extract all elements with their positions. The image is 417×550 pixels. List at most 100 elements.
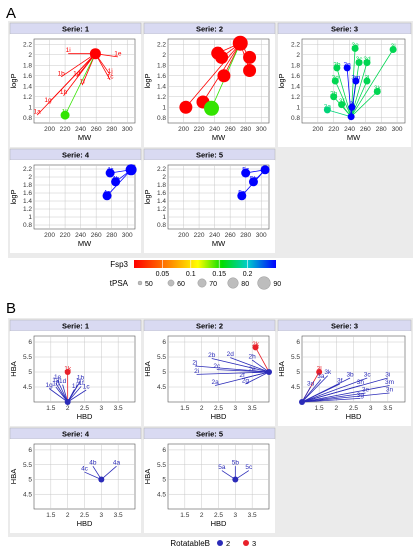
y-tick-label: 1.6 bbox=[157, 190, 166, 197]
connector-line bbox=[196, 371, 270, 375]
connector-line bbox=[334, 80, 352, 117]
point-label: 1e bbox=[114, 50, 122, 57]
y-tick-label: 2.2 bbox=[157, 166, 166, 173]
tpsa-legend-items: 50 60 70 80 90 bbox=[137, 276, 281, 290]
point-label: 2k bbox=[252, 341, 260, 348]
y-tick-label: 5 bbox=[296, 369, 300, 376]
fsp3-tick-label: 0.05 bbox=[156, 271, 170, 278]
connector-line bbox=[64, 53, 96, 116]
rotatable-legend-title: RotatableB bbox=[170, 539, 210, 548]
y-tick-label: 0.8 bbox=[23, 115, 32, 122]
point-label: 4c bbox=[81, 466, 89, 473]
x-tick-label: 1.5 bbox=[180, 512, 189, 519]
point-3g bbox=[331, 77, 339, 85]
point-label: 4b bbox=[112, 175, 120, 182]
y-tick-label: 4.5 bbox=[157, 491, 166, 498]
connector-line bbox=[215, 371, 270, 386]
point-label: 4a bbox=[113, 460, 121, 467]
point-5a bbox=[237, 191, 247, 201]
point-label: 1d bbox=[73, 70, 81, 77]
x-tick-label: 240 bbox=[75, 126, 86, 133]
tpsa-legend-label: 80 bbox=[241, 281, 249, 288]
connector-line bbox=[301, 377, 388, 403]
y-axis-label: HBA bbox=[277, 361, 286, 376]
point-label: 3g bbox=[357, 392, 365, 399]
facet-3: Serie: 3 200 220 240 260 280 300 0.8 1 1.2 1.4 1.6 1… bbox=[277, 22, 412, 147]
connector-line bbox=[101, 465, 117, 480]
x-axis-label: HBD bbox=[77, 519, 93, 528]
point-label: 3j bbox=[391, 43, 396, 50]
point-label: 3a bbox=[324, 103, 332, 110]
rotatable-legend-marker bbox=[217, 540, 223, 546]
y-tick-label: 1 bbox=[28, 104, 32, 111]
point-label: 3c bbox=[356, 56, 364, 63]
y-tick-label: 1.6 bbox=[157, 73, 166, 80]
connector-line bbox=[350, 91, 378, 117]
y-axis-label: logP bbox=[9, 73, 18, 88]
point-label: 3i bbox=[349, 101, 354, 108]
hub-point bbox=[64, 399, 71, 405]
y-tick-label: 6 bbox=[162, 447, 166, 454]
connector-line bbox=[255, 347, 270, 373]
x-tick-label: 2.5 bbox=[80, 405, 89, 412]
point-label: 2k bbox=[208, 102, 216, 109]
tpsa-legend-label: 90 bbox=[273, 281, 281, 288]
point-label: 3b bbox=[333, 61, 341, 68]
point-label: 2i bbox=[247, 64, 252, 71]
y-tick-label: 1 bbox=[162, 104, 166, 111]
x-tick-label: 260 bbox=[91, 126, 102, 133]
point-label: 3g bbox=[332, 75, 340, 82]
point-3b bbox=[333, 64, 341, 72]
tpsa-legend-label: 50 bbox=[145, 281, 153, 288]
connector-line bbox=[84, 471, 102, 480]
x-tick-label: 280 bbox=[240, 126, 251, 133]
hub-point bbox=[299, 399, 305, 405]
x-tick-label: 220 bbox=[194, 126, 205, 133]
y-tick-label: 1.6 bbox=[291, 73, 300, 80]
facet-5: Serie: 5 200 220 240 260 280 300 0.811.21.41.61… bbox=[143, 148, 276, 253]
x-tick-label: 260 bbox=[225, 126, 236, 133]
tpsa-legend-label: 60 bbox=[177, 281, 185, 288]
point-label: 2g bbox=[242, 378, 250, 385]
connector-line bbox=[63, 53, 96, 96]
facet-title: Serie: 4 bbox=[62, 151, 90, 160]
y-tick-label: 5.5 bbox=[23, 354, 32, 361]
connector-line bbox=[67, 386, 82, 403]
connector-line bbox=[301, 375, 329, 403]
point-3l bbox=[316, 369, 323, 375]
tpsa-legend-marker bbox=[167, 279, 175, 287]
connector-line bbox=[57, 380, 69, 403]
y-tick-label: 5 bbox=[28, 477, 32, 484]
point-label: 2b bbox=[199, 96, 207, 103]
y-tick-label: 1.8 bbox=[291, 62, 300, 69]
y-tick-label: 1.2 bbox=[157, 206, 166, 213]
y-tick-label: 2 bbox=[162, 174, 166, 181]
plot-area bbox=[167, 164, 270, 230]
x-tick-label: 3.5 bbox=[114, 512, 123, 519]
point-label: 5c bbox=[245, 464, 253, 471]
point-label: 2d bbox=[227, 351, 235, 358]
connector-line bbox=[67, 383, 79, 403]
hub-point bbox=[125, 164, 137, 176]
point-label: 3f bbox=[337, 378, 343, 385]
y-tick-label: 2.2 bbox=[23, 166, 32, 173]
hub-point bbox=[266, 369, 272, 375]
point-3j bbox=[389, 46, 397, 53]
x-tick-label: 280 bbox=[240, 232, 251, 239]
y-tick-label: 5.5 bbox=[157, 462, 166, 469]
x-tick-label: 1.5 bbox=[315, 405, 324, 412]
fsp3-tick-label: 0.1 bbox=[186, 271, 196, 278]
point-2e bbox=[243, 50, 257, 64]
point-3n bbox=[343, 64, 351, 72]
y-axis-label: HBA bbox=[9, 361, 18, 376]
point-label: 1b bbox=[58, 70, 66, 77]
y-tick-label: 5 bbox=[162, 477, 166, 484]
y-tick-label: 2 bbox=[28, 52, 32, 59]
point-label: 1g bbox=[44, 97, 52, 104]
y-tick-label: 6 bbox=[28, 339, 32, 346]
panel-a-letter: A bbox=[6, 5, 16, 22]
y-tick-label: 5 bbox=[162, 369, 166, 376]
